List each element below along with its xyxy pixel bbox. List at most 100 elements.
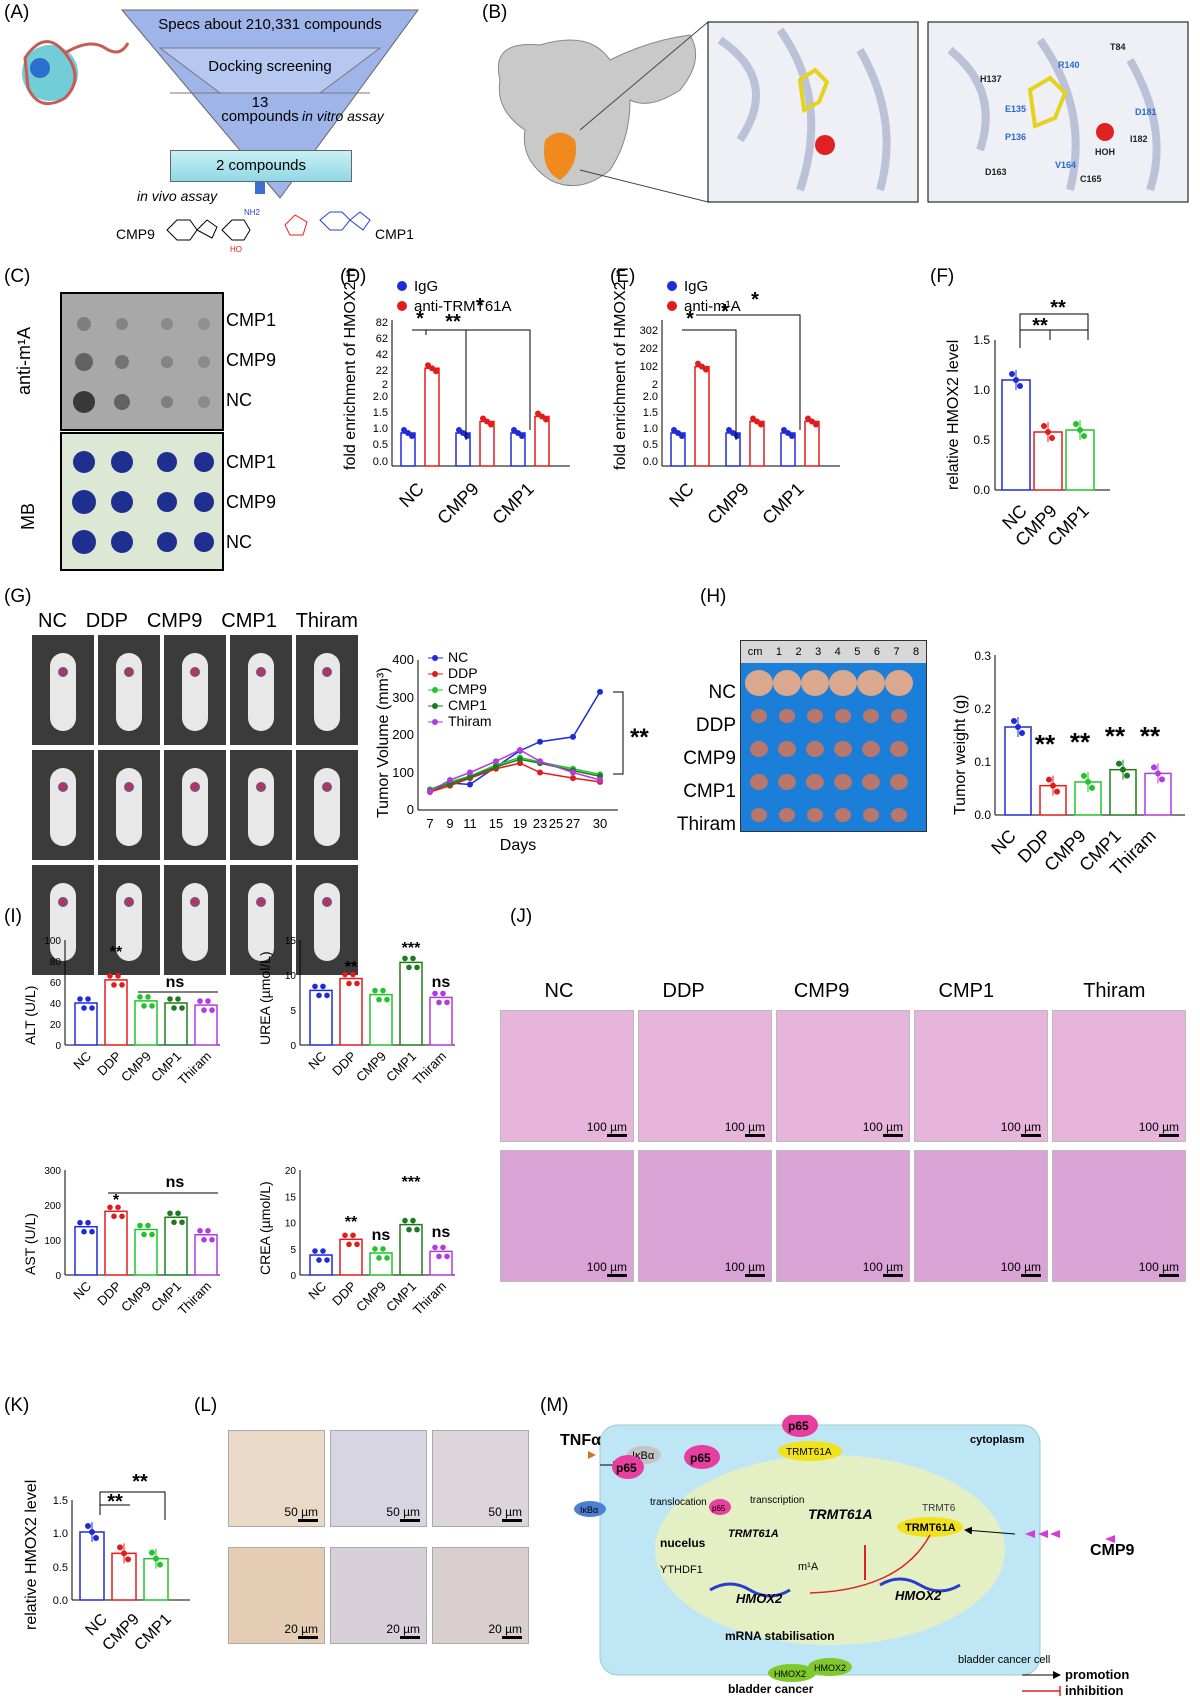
data-point — [93, 1535, 99, 1541]
data-point — [1049, 435, 1055, 441]
tumor — [890, 741, 908, 757]
svg-text:Thiram: Thiram — [410, 1279, 449, 1318]
data-point — [324, 1257, 330, 1263]
svg-text:22: 22 — [376, 365, 388, 377]
bar — [1004, 726, 1032, 816]
sig-star: ** — [345, 959, 358, 976]
data-point — [1054, 788, 1060, 795]
tumor — [834, 774, 852, 790]
mouse-image — [230, 750, 292, 860]
data-point — [149, 1231, 155, 1238]
svg-text:302: 302 — [640, 325, 658, 337]
data-point — [1019, 730, 1025, 736]
tumor — [751, 709, 767, 723]
tumor — [862, 741, 880, 757]
data-point — [312, 1248, 318, 1254]
data-point — [1159, 776, 1165, 783]
tumor — [835, 709, 851, 723]
svg-text:TRMT6: TRMT6 — [922, 1503, 956, 1514]
data-point — [467, 769, 473, 776]
svg-text:0: 0 — [290, 1041, 296, 1052]
y-axis-label: relative HMOX2 level — [23, 1480, 40, 1630]
blot-row-label: CMP1 — [226, 310, 277, 330]
mouse-image — [164, 865, 226, 975]
blot-row-label: NC — [226, 390, 252, 410]
sig-star: * — [476, 295, 484, 317]
chart-e: IgG anti-m¹A fold enrichment of HMOX2 mR… — [612, 270, 840, 528]
data-point — [107, 1204, 113, 1211]
data-point — [167, 1210, 173, 1217]
data-point — [171, 1005, 177, 1011]
data-point — [149, 1003, 155, 1009]
sig-star: ** — [110, 944, 123, 961]
data-point — [119, 1213, 125, 1220]
legend-label: IgG — [414, 278, 438, 295]
svg-text:2: 2 — [382, 379, 388, 391]
legend-label: IgG — [684, 278, 708, 295]
svg-text:HO: HO — [230, 245, 242, 254]
y-axis-label: CREA (µmol/L) — [257, 1181, 273, 1275]
funnel-13: 13 compounds — [221, 94, 299, 125]
arrow-down-icon — [255, 182, 265, 194]
svg-text:CMP9: CMP9 — [433, 479, 483, 529]
panel-label-l: (L) — [194, 1395, 218, 1416]
x-tick: 23 — [533, 816, 547, 831]
svg-text:p65: p65 — [788, 1419, 809, 1433]
data-point — [117, 1544, 123, 1551]
svg-text:HMOX2: HMOX2 — [774, 1669, 806, 1679]
svg-text:202: 202 — [640, 343, 658, 355]
svg-text:100: 100 — [44, 1236, 61, 1247]
data-point — [384, 996, 390, 1003]
mouse-image — [164, 635, 226, 745]
data-point — [316, 1257, 322, 1263]
data-point — [354, 1241, 360, 1248]
sig-star: ns — [432, 1224, 451, 1241]
data-point — [145, 994, 151, 1000]
data-point — [380, 987, 386, 994]
svg-text:0: 0 — [290, 1271, 296, 1282]
blot-row-label: CMP1 — [226, 452, 277, 472]
data-point — [145, 1222, 151, 1229]
panel-label-a: (A) — [4, 2, 30, 23]
data-point — [350, 971, 356, 978]
svg-text:0.0: 0.0 — [974, 808, 991, 822]
mouse-image — [32, 750, 94, 860]
data-point — [111, 1213, 117, 1220]
ihc-image: 20 µm — [330, 1547, 427, 1644]
data-point — [406, 1226, 412, 1233]
data-point — [85, 996, 91, 1002]
legend-label: Thiram — [448, 713, 492, 729]
svg-text:0.5: 0.5 — [53, 1562, 68, 1574]
bar — [74, 1225, 98, 1276]
tumor — [801, 670, 829, 696]
data-point — [354, 980, 360, 987]
mouse-image — [98, 865, 160, 975]
bar — [429, 1250, 453, 1276]
ihc-image: 50 µm — [228, 1430, 325, 1527]
data-point — [406, 964, 412, 971]
svg-text:0.3: 0.3 — [974, 649, 991, 663]
data-point — [410, 1217, 416, 1224]
svg-text:**: ** — [1140, 721, 1161, 751]
tumor — [829, 670, 857, 696]
data-point — [570, 769, 576, 776]
bar — [134, 1228, 158, 1276]
data-point — [436, 999, 442, 1006]
bar — [164, 1002, 188, 1046]
he-stain-image: 100 µm — [500, 1150, 634, 1282]
data-point — [77, 996, 83, 1002]
data-point — [537, 758, 543, 765]
series-line — [429, 749, 601, 792]
data-point — [570, 733, 576, 740]
svg-text:20: 20 — [50, 1020, 62, 1031]
bar — [309, 1254, 333, 1276]
panel-label-e: (E) — [610, 266, 636, 287]
data-point — [209, 1007, 215, 1013]
data-point — [209, 1236, 215, 1243]
funnel-diagram — [120, 9, 419, 199]
data-point — [107, 973, 113, 979]
data-point — [171, 1219, 177, 1226]
data-point — [597, 688, 603, 695]
svg-text:transcription: transcription — [750, 1495, 804, 1506]
